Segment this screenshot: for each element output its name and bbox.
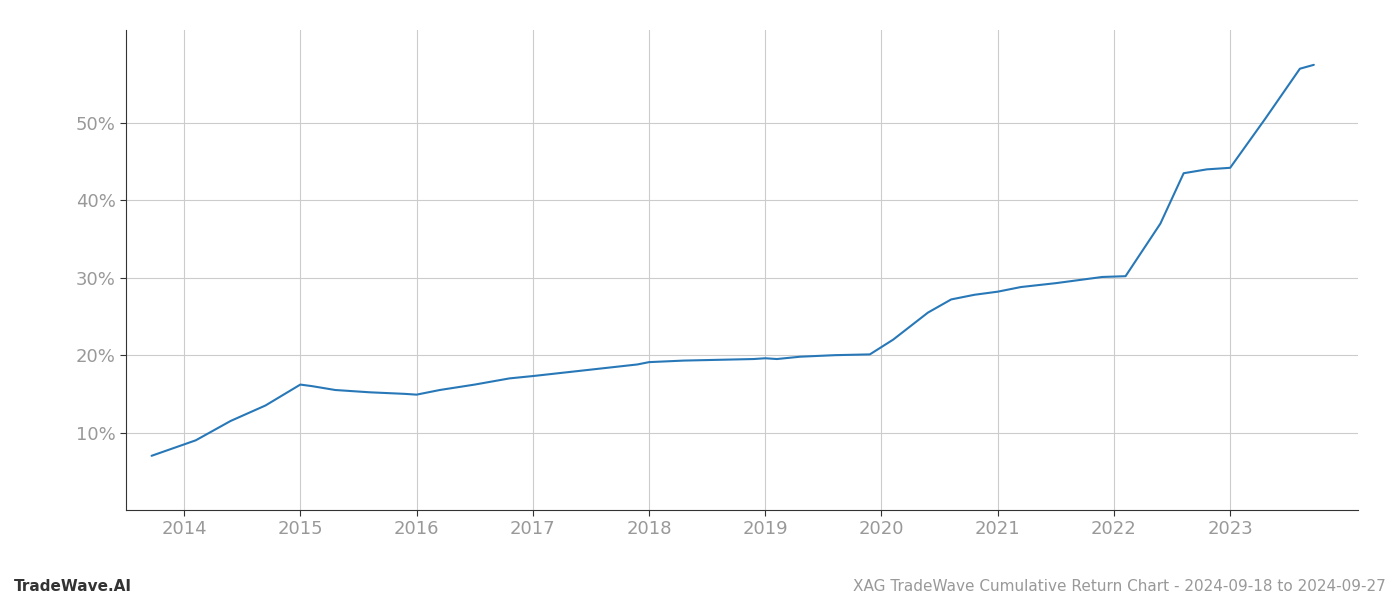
- Text: TradeWave.AI: TradeWave.AI: [14, 579, 132, 594]
- Text: XAG TradeWave Cumulative Return Chart - 2024-09-18 to 2024-09-27: XAG TradeWave Cumulative Return Chart - …: [853, 579, 1386, 594]
